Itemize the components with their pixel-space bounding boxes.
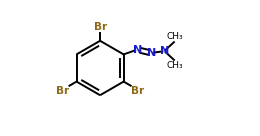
Text: N: N (147, 48, 156, 58)
Text: Br: Br (56, 86, 69, 96)
Text: Br: Br (131, 86, 145, 96)
Text: CH₃: CH₃ (166, 32, 183, 41)
Text: Br: Br (94, 22, 107, 32)
Text: CH₃: CH₃ (166, 61, 183, 70)
Text: N: N (133, 45, 142, 55)
Text: N: N (160, 46, 169, 56)
